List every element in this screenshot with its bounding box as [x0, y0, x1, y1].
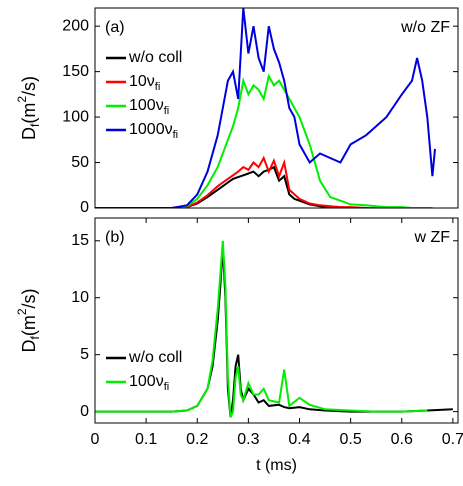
- y-tick-label: 50: [71, 154, 89, 171]
- legend-sub: fi: [164, 105, 170, 117]
- annotation: w/o ZF: [400, 19, 450, 36]
- plot-frame: [94, 7, 459, 209]
- legend-label: w/o coll: [128, 349, 182, 366]
- x-tick-label: 0.6: [391, 431, 413, 448]
- legend-label: w/o coll: [128, 49, 182, 66]
- x-tick-label: 0.2: [186, 431, 208, 448]
- ylabel-mid: (m: [19, 103, 39, 124]
- legend-sub: fi: [164, 381, 170, 393]
- ylabel-base: D: [19, 340, 39, 353]
- panel-label: (a): [105, 19, 125, 36]
- legend-sub: fi: [173, 129, 179, 141]
- x-axis-label: t (ms): [256, 457, 297, 474]
- y-tick-label: 200: [62, 17, 89, 34]
- legend-name: w/o coll: [128, 349, 182, 366]
- series-line: [95, 165, 433, 208]
- ylabel-sup: 2: [15, 96, 29, 103]
- series-line: [95, 8, 436, 208]
- series-line: [95, 246, 453, 418]
- legend-name: 10ν: [129, 73, 155, 90]
- series-line: [95, 240, 428, 418]
- y-tick-label: 0: [80, 199, 89, 216]
- legend-label: 10νfi: [129, 73, 160, 93]
- y-axis-label: Df(m2/s): [15, 288, 42, 352]
- ylabel-end: /s): [19, 76, 39, 96]
- y-axis-label: Df(m2/s): [15, 76, 42, 140]
- series-line: [95, 155, 433, 208]
- x-tick-label: 0.1: [135, 431, 157, 448]
- x-tick-label: 0: [91, 431, 100, 448]
- legend-sub: fi: [155, 81, 161, 93]
- x-tick-label: 0.4: [288, 431, 310, 448]
- legend-label: 1000νfi: [129, 121, 178, 141]
- y-tick-label: 15: [71, 232, 89, 249]
- y-tick-label: 100: [62, 108, 89, 125]
- y-tick-label: 5: [80, 346, 89, 363]
- legend-label: 100νfi: [129, 373, 169, 393]
- legend-name: 100ν: [129, 97, 164, 114]
- legend-label: 100νfi: [129, 97, 169, 117]
- plot-frame: [94, 217, 459, 424]
- ylabel-base: D: [19, 127, 39, 140]
- ylabel-end: /s): [19, 288, 39, 308]
- annotation: w ZF: [413, 229, 450, 246]
- panel-label: (b): [105, 229, 125, 246]
- ylabel-sup: 2: [15, 308, 29, 315]
- ylabel-sub: f: [28, 336, 42, 340]
- y-tick-label: 150: [62, 63, 89, 80]
- ylabel-mid: (m: [19, 315, 39, 336]
- y-tick-label: 10: [71, 289, 89, 306]
- series-line: [95, 73, 433, 208]
- legend-name: w/o coll: [128, 49, 182, 66]
- x-tick-label: 0.5: [340, 431, 362, 448]
- legend-name: 100ν: [129, 373, 164, 390]
- x-tick-label: 0.7: [442, 431, 463, 448]
- legend-name: 1000ν: [129, 121, 173, 138]
- x-tick-label: 0.3: [237, 431, 259, 448]
- y-tick-label: 0: [80, 403, 89, 420]
- ylabel-sub: f: [28, 123, 42, 127]
